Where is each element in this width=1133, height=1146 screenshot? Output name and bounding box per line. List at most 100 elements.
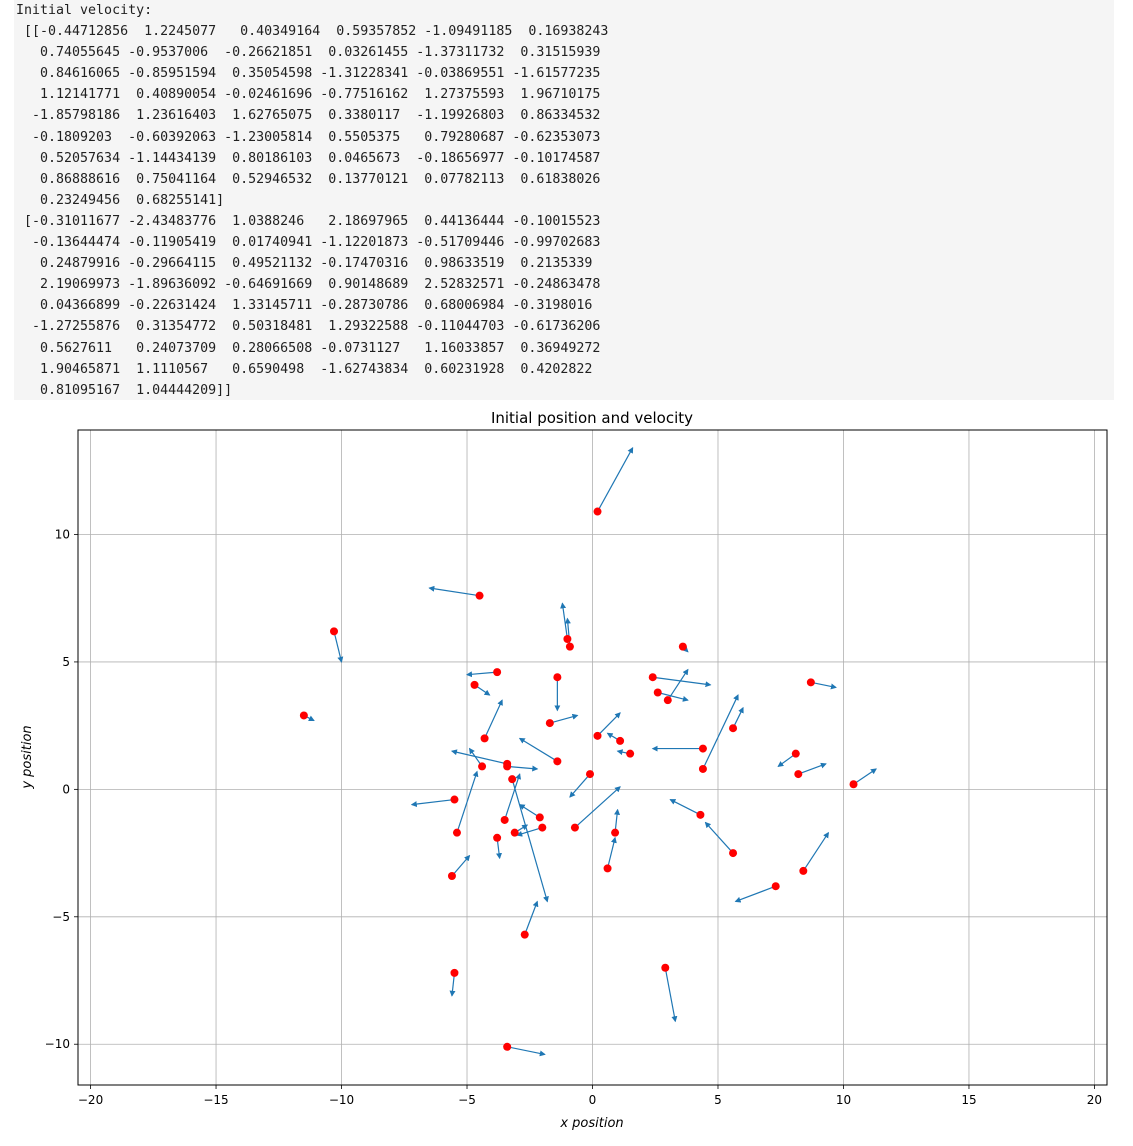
velocity-arrow [504, 773, 522, 821]
velocity-arrow [667, 668, 689, 701]
position-point [545, 719, 554, 728]
position-point [510, 828, 519, 837]
velocity-arrow [669, 799, 701, 816]
position-point [493, 833, 502, 842]
position-point [729, 849, 738, 858]
position-point [678, 642, 687, 651]
velocity-arrow [734, 885, 776, 903]
position-point [299, 711, 308, 720]
y-tick-label: 5 [62, 655, 70, 669]
velocity-arrow [664, 967, 678, 1023]
position-point [585, 770, 594, 779]
velocity-arrow [410, 798, 455, 808]
velocity-arrow [569, 773, 591, 798]
velocity-arrow [802, 831, 829, 872]
y-tick-label: 10 [55, 527, 70, 541]
position-point [470, 680, 479, 689]
position-point [508, 775, 517, 784]
axis-ticks: −20 −15 −10 −5 0 5 10 15 20 −10 −5 0 5 10 [45, 527, 1102, 1107]
scatter-quiver-chart: Initial position and velocity −20 −15 −10−… [20, 409, 1108, 1131]
cell-output: Initial velocity: [[-0.44712856 1.224507… [14, 0, 1114, 400]
velocity-arrow [549, 713, 579, 724]
position-point [799, 866, 808, 875]
y-tick-label: −5 [52, 910, 70, 924]
position-point [553, 673, 562, 682]
velocity-arrow [560, 602, 568, 640]
velocity-arrow [597, 712, 621, 737]
x-axis-label: x position [559, 1116, 623, 1131]
x-tick-label: 15 [961, 1093, 976, 1107]
velocity-arrows [303, 446, 877, 1057]
velocity-arrow [428, 585, 480, 597]
velocity-arrow [484, 699, 503, 739]
y-tick-label: −10 [45, 1037, 70, 1051]
y-tick-label: 0 [62, 782, 70, 796]
position-point [661, 963, 670, 972]
velocity-arrow [524, 900, 539, 935]
position-point [771, 882, 780, 891]
position-point [791, 749, 800, 758]
position-point [593, 507, 602, 516]
velocity-arrow [516, 827, 543, 837]
position-point [452, 828, 461, 837]
x-tick-label: 10 [836, 1093, 851, 1107]
velocity-arrow [507, 765, 539, 772]
position-point [626, 749, 635, 758]
velocity-arrow [333, 631, 344, 663]
position-point [520, 930, 529, 939]
velocity-arrow [652, 676, 712, 688]
position-point [538, 823, 547, 832]
position-point [500, 815, 509, 824]
velocity-arrow [810, 681, 837, 690]
y-axis-label: y position [20, 725, 35, 789]
velocity-arrow [606, 836, 617, 869]
position-point [729, 724, 738, 733]
position-point [603, 864, 612, 873]
position-point [698, 764, 707, 773]
velocity-arrow [507, 1046, 546, 1057]
velocity-arrow [456, 770, 479, 833]
position-point [611, 828, 620, 837]
x-tick-label: 0 [589, 1093, 597, 1107]
position-point [696, 810, 705, 819]
position-point [503, 1042, 512, 1051]
figure: Initial position and velocity −20 −15 −10−… [0, 400, 1133, 1146]
x-tick-label: 20 [1087, 1093, 1102, 1107]
velocity-arrow [466, 671, 498, 678]
velocity-arrow [450, 749, 508, 765]
output-text: Initial velocity: [[-0.44712856 1.224507… [16, 3, 609, 398]
x-tick-label: −5 [458, 1093, 476, 1107]
chart-title: Initial position and velocity [491, 409, 693, 427]
position-point [553, 757, 562, 766]
x-tick-label: −10 [329, 1093, 354, 1107]
position-point [653, 688, 662, 697]
velocity-arrow [596, 446, 634, 512]
velocity-arrow [657, 691, 689, 702]
position-point [794, 770, 803, 779]
velocity-arrow [853, 768, 877, 785]
velocity-arrow [451, 854, 471, 877]
position-point [478, 762, 487, 771]
position-point [593, 731, 602, 740]
position-point [450, 795, 459, 804]
position-point [535, 813, 544, 822]
position-point [493, 668, 502, 677]
x-tick-label: 5 [714, 1093, 722, 1107]
position-point [480, 734, 489, 743]
position-point [849, 780, 858, 789]
position-point [503, 759, 512, 768]
velocity-arrow [574, 786, 621, 829]
position-point [450, 968, 459, 977]
position-point [475, 591, 484, 600]
velocity-arrow [702, 694, 739, 770]
grid [78, 430, 1107, 1085]
position-point [663, 696, 672, 705]
position-point [329, 627, 338, 636]
position-point [698, 744, 707, 753]
position-points [299, 507, 858, 1051]
position-point [447, 872, 456, 881]
position-point [648, 673, 657, 682]
velocity-arrow [518, 737, 558, 762]
position-point [570, 823, 579, 832]
velocity-arrow [798, 762, 827, 775]
